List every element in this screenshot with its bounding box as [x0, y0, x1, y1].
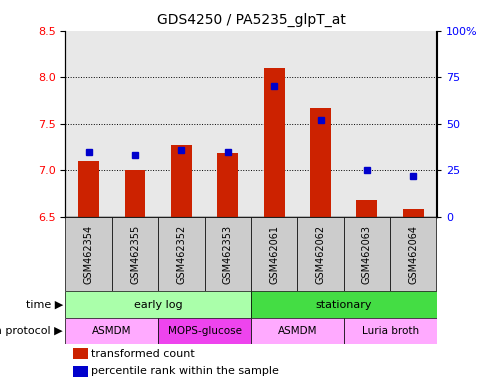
- Bar: [251, 291, 436, 318]
- Bar: [158, 318, 251, 344]
- Bar: [124, 170, 145, 217]
- Bar: [78, 161, 99, 217]
- Bar: [389, 217, 436, 291]
- Bar: [112, 31, 158, 217]
- Bar: [389, 31, 436, 217]
- Bar: [158, 217, 204, 291]
- Text: ASMDM: ASMDM: [277, 326, 317, 336]
- Text: GSM462354: GSM462354: [84, 225, 93, 283]
- Bar: [263, 68, 284, 217]
- Text: GSM462355: GSM462355: [130, 224, 140, 284]
- Bar: [309, 108, 330, 217]
- Bar: [158, 31, 204, 217]
- Bar: [65, 318, 158, 344]
- Bar: [297, 217, 343, 291]
- Bar: [112, 217, 158, 291]
- Text: transformed count: transformed count: [91, 349, 195, 359]
- Bar: [251, 31, 297, 217]
- Bar: [343, 31, 389, 217]
- Text: early log: early log: [134, 300, 182, 310]
- Bar: [73, 366, 88, 376]
- Bar: [65, 291, 251, 318]
- Text: ASMDM: ASMDM: [92, 326, 131, 336]
- Bar: [343, 318, 436, 344]
- Text: GSM462352: GSM462352: [176, 224, 186, 284]
- Text: Luria broth: Luria broth: [361, 326, 418, 336]
- Text: stationary: stationary: [315, 300, 371, 310]
- Bar: [171, 145, 192, 217]
- Text: growth protocol ▶: growth protocol ▶: [0, 326, 63, 336]
- Text: GSM462061: GSM462061: [269, 225, 279, 283]
- Bar: [343, 217, 389, 291]
- Bar: [297, 31, 343, 217]
- Text: GSM462064: GSM462064: [408, 225, 417, 283]
- Bar: [251, 217, 297, 291]
- Bar: [65, 31, 112, 217]
- Title: GDS4250 / PA5235_glpT_at: GDS4250 / PA5235_glpT_at: [156, 13, 345, 27]
- Text: GSM462063: GSM462063: [361, 225, 371, 283]
- Text: GSM462353: GSM462353: [222, 225, 232, 283]
- Bar: [65, 217, 112, 291]
- Bar: [204, 217, 251, 291]
- Bar: [204, 31, 251, 217]
- Text: GSM462062: GSM462062: [315, 225, 325, 283]
- Text: time ▶: time ▶: [26, 300, 63, 310]
- Bar: [73, 348, 88, 359]
- Bar: [402, 209, 423, 217]
- Text: percentile rank within the sample: percentile rank within the sample: [91, 366, 279, 376]
- Bar: [356, 200, 377, 217]
- Bar: [217, 153, 238, 217]
- Text: MOPS-glucose: MOPS-glucose: [167, 326, 241, 336]
- Bar: [251, 318, 343, 344]
